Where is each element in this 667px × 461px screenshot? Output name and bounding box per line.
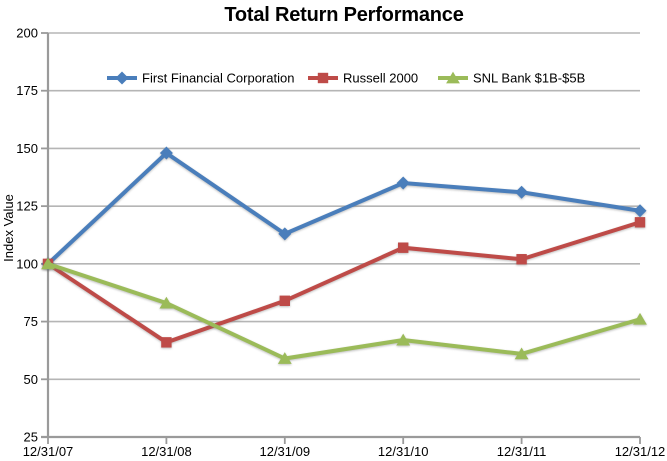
- series-line-snl-bank-1b-5b: [46, 261, 642, 361]
- series-first-financial-corporation: [41, 146, 647, 271]
- data-point-first-financial-corporation: [515, 185, 529, 199]
- data-point-russell-2000: [161, 337, 172, 348]
- y-tick-label: 125: [16, 199, 38, 214]
- x-tick-label: 12/31/10: [378, 444, 429, 459]
- series-snl-bank-1b-5b: [41, 257, 647, 364]
- legend-item-snl-bank-1b-5b: SNL Bank $1B-$5B: [438, 71, 585, 86]
- data-point-first-financial-corporation: [159, 146, 173, 160]
- x-tick-label: 12/31/08: [141, 444, 192, 459]
- y-tick-label: 200: [16, 26, 38, 41]
- y-tick-label: 150: [16, 141, 38, 156]
- legend-label-first-financial-corporation: First Financial Corporation: [142, 71, 294, 86]
- data-point-snl-bank-1b-5b: [41, 257, 55, 270]
- data-point-russell-2000: [398, 242, 409, 253]
- series-line-russell-2000: [46, 220, 642, 345]
- legend-marker-square-icon: [317, 72, 329, 84]
- legend-item-russell-2000: Russell 2000: [308, 71, 418, 86]
- data-point-russell-2000: [634, 217, 646, 228]
- data-point-snl-bank-1b-5b: [514, 347, 529, 360]
- data-point-russell-2000: [516, 254, 527, 265]
- data-point-first-financial-corporation: [396, 176, 410, 190]
- legend-marker-diamond-icon: [115, 71, 129, 85]
- y-tick-label: 100: [16, 256, 38, 271]
- chart-title: Total Return Performance: [224, 4, 463, 26]
- legend-item-first-financial-corporation: First Financial Corporation: [107, 71, 294, 86]
- legend-label-snl-bank-1b-5b: SNL Bank $1B-$5B: [473, 71, 585, 86]
- y-tick-label: 25: [24, 430, 38, 445]
- series-line-first-financial-corporation: [46, 150, 642, 266]
- series-russell-2000: [42, 217, 646, 348]
- legend-label-russell-2000: Russell 2000: [343, 71, 418, 86]
- legend: First Financial Corporation Russell 2000 S…: [107, 71, 585, 86]
- x-tick-label: 12/31/09: [259, 444, 310, 459]
- series-layer: [41, 146, 647, 364]
- data-point-first-financial-corporation: [278, 227, 292, 241]
- y-tick-label: 175: [16, 83, 38, 98]
- grid-layer: [48, 32, 640, 438]
- data-point-russell-2000: [279, 295, 290, 306]
- y-tick-label: 50: [24, 372, 38, 387]
- data-point-first-financial-corporation: [633, 204, 647, 218]
- data-point-snl-bank-1b-5b: [277, 352, 292, 364]
- data-point-snl-bank-1b-5b: [633, 312, 647, 325]
- x-tick-label: 12/31/12: [615, 444, 666, 459]
- x-tick-label: 12/31/11: [497, 444, 547, 459]
- data-point-snl-bank-1b-5b: [159, 296, 174, 309]
- x-tick-label: 12/31/07: [23, 444, 74, 459]
- y-axis-title: Index Value: [1, 194, 16, 262]
- data-point-snl-bank-1b-5b: [396, 333, 411, 346]
- legend-marker-triangle-icon: [446, 71, 460, 84]
- y-tick-label: 75: [24, 314, 38, 329]
